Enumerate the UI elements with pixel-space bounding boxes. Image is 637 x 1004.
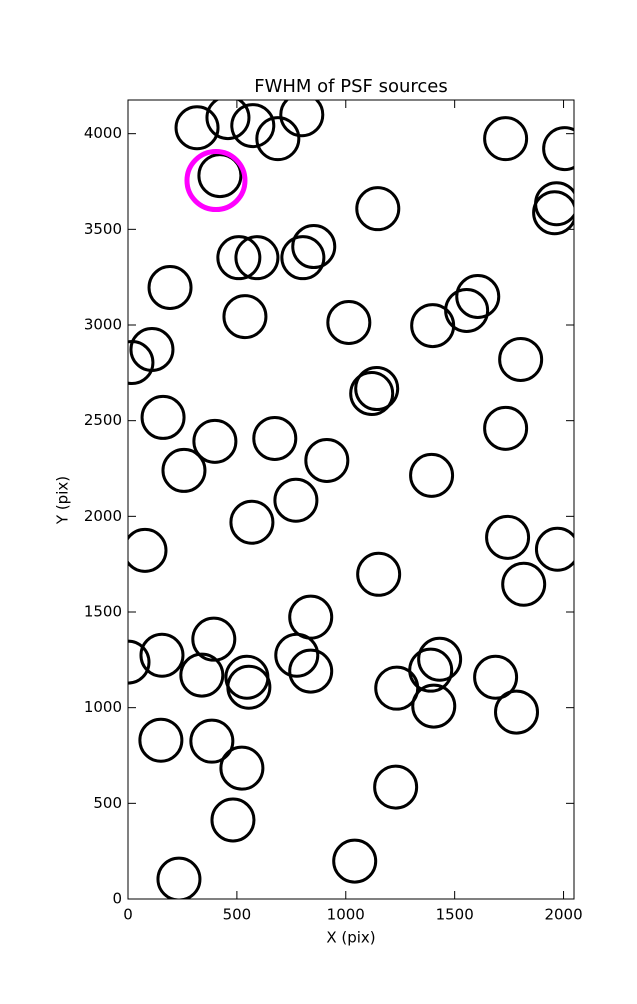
source-circle	[139, 632, 185, 678]
source-circle	[279, 100, 325, 138]
source-circle	[374, 665, 420, 711]
source-circle	[274, 632, 320, 678]
source-circle	[373, 764, 419, 810]
y-tick-label: 2500	[84, 411, 122, 429]
source-circle	[532, 190, 574, 236]
y-tick-label: 500	[93, 794, 122, 812]
source-circle	[326, 300, 372, 346]
source-circle	[542, 126, 574, 172]
y-axis-label: Y (pix)	[54, 476, 72, 525]
x-tick-label: 0	[123, 906, 133, 924]
source-circle	[128, 527, 168, 573]
source-circle	[179, 652, 225, 698]
source-circle	[273, 477, 319, 523]
source-circle	[128, 639, 151, 685]
y-tick-label: 2000	[84, 507, 122, 525]
source-circle	[229, 499, 275, 545]
source-circle	[304, 437, 350, 483]
y-tick-label: 1000	[84, 698, 122, 716]
source-circle	[280, 235, 326, 281]
x-tick-label: 500	[223, 906, 252, 924]
source-circle	[252, 415, 298, 461]
source-circle	[128, 340, 155, 386]
x-tick-label: 2000	[544, 906, 582, 924]
source-circle	[485, 514, 531, 560]
x-tick-label: 1500	[436, 906, 474, 924]
source-circle	[191, 616, 237, 662]
source-circle	[156, 856, 202, 899]
source-circle	[291, 224, 337, 270]
source-circle	[192, 418, 238, 464]
y-tick-label: 1500	[84, 603, 122, 621]
source-circle	[356, 551, 402, 597]
source-circle	[332, 838, 378, 884]
source-circle	[222, 294, 268, 340]
source-circle	[498, 336, 544, 382]
source-circle	[197, 153, 243, 199]
source-circle	[174, 105, 220, 151]
x-axis-label: X (pix)	[326, 929, 375, 947]
source-circle	[411, 683, 457, 729]
source-circle	[417, 636, 463, 682]
source-circle	[288, 648, 334, 694]
source-circle	[205, 100, 251, 141]
source-circle	[455, 273, 501, 319]
source-circle	[219, 745, 265, 791]
source-circle	[138, 717, 184, 763]
source-circle	[147, 265, 193, 311]
chart-title: FWHM of PSF sources	[254, 76, 448, 97]
source-circle	[210, 797, 256, 843]
y-tick-label: 3500	[84, 220, 122, 238]
source-circle	[483, 405, 529, 451]
source-circle	[234, 235, 280, 281]
y-tick-label: 0	[112, 890, 122, 908]
source-circle	[409, 452, 455, 498]
source-circle	[216, 235, 262, 281]
source-circle	[226, 664, 272, 710]
source-circle	[501, 561, 547, 607]
source-circle	[354, 366, 400, 412]
y-tick-label: 3000	[84, 316, 122, 334]
source-circle	[444, 287, 490, 333]
source-circle	[189, 718, 235, 764]
plot-area	[128, 100, 574, 899]
source-circle	[494, 689, 540, 735]
source-circle	[355, 186, 401, 232]
source-circle	[349, 371, 395, 417]
source-circle	[534, 526, 574, 572]
highlight-circle	[184, 149, 248, 213]
source-circle	[230, 103, 276, 149]
source-circle	[161, 447, 207, 493]
x-tick-label: 1000	[327, 906, 365, 924]
source-circle	[473, 654, 519, 700]
plot-frame	[127, 99, 575, 900]
source-circle	[255, 116, 301, 162]
source-circle	[483, 116, 529, 162]
y-tick-label: 4000	[84, 124, 122, 142]
source-circle	[140, 394, 186, 440]
